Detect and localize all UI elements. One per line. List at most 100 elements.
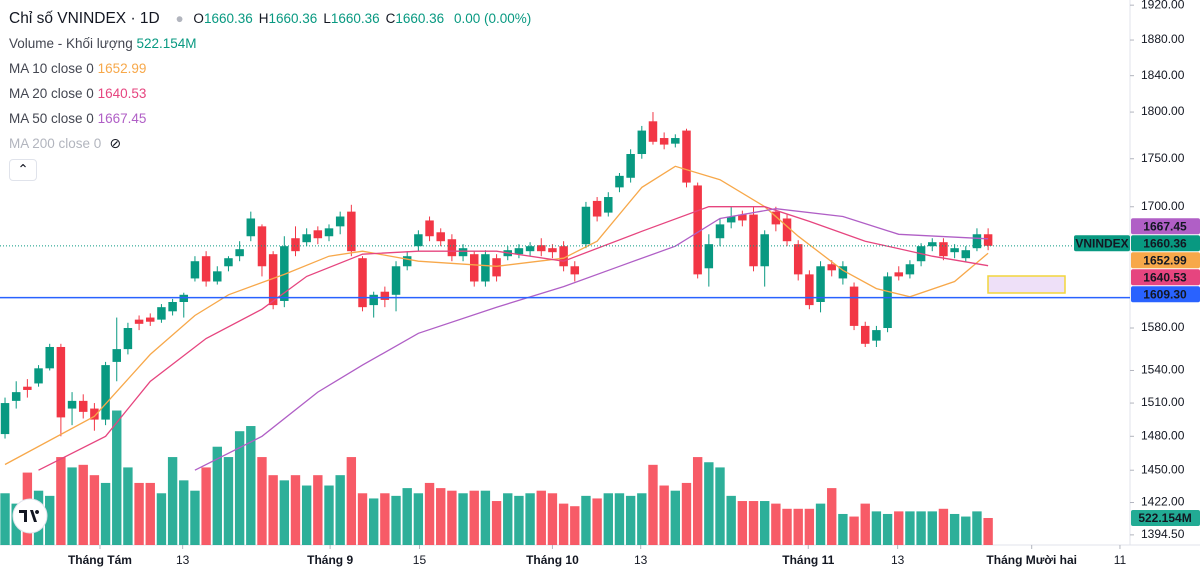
candle-body bbox=[626, 154, 635, 178]
candle-body bbox=[693, 185, 702, 275]
y-tick-label: 1480.00 bbox=[1141, 428, 1185, 442]
volume-bar bbox=[156, 493, 167, 545]
badge-label: 1667.45 bbox=[1143, 219, 1187, 233]
candle-body bbox=[805, 274, 814, 306]
y-tick-label: 1880.00 bbox=[1141, 32, 1185, 46]
volume-bar bbox=[290, 475, 301, 545]
volume-bar bbox=[614, 493, 625, 545]
candle-body bbox=[436, 232, 445, 242]
hidden-icon[interactable]: ⊘ bbox=[109, 135, 122, 151]
y-tick-label: 1800.00 bbox=[1141, 104, 1185, 118]
candle-body bbox=[347, 211, 356, 252]
candle-body bbox=[749, 214, 758, 267]
candle-body bbox=[838, 266, 848, 279]
volume-bar bbox=[737, 501, 748, 545]
volume-bar bbox=[715, 467, 725, 545]
volume-bar bbox=[190, 490, 200, 545]
candle-body bbox=[860, 325, 870, 344]
price-badge: 1660.36 VNINDEX bbox=[1074, 235, 1200, 252]
volume-bar bbox=[759, 501, 770, 545]
volume-bar bbox=[223, 457, 234, 545]
volume-bar bbox=[525, 493, 535, 545]
badge-bg bbox=[1131, 269, 1200, 286]
volume-bar bbox=[782, 508, 792, 545]
volume-bar bbox=[704, 462, 714, 545]
legend-ma-row[interactable]: MA 200 close 0 ⊘ bbox=[9, 131, 531, 156]
volume-bar bbox=[949, 513, 960, 545]
badge-bg bbox=[1131, 252, 1200, 269]
volume-bar bbox=[447, 490, 457, 545]
candle-body bbox=[704, 244, 714, 269]
volume-bar bbox=[838, 513, 848, 545]
candle-body bbox=[760, 234, 769, 267]
candle-body bbox=[157, 307, 166, 320]
legend-title-row: Chỉ số VNINDEX · 1D ● O1660.36 H1660.36 L1… bbox=[9, 6, 531, 31]
volume-label: Volume - Khối lượng bbox=[9, 36, 133, 51]
volume-bar bbox=[581, 495, 591, 545]
volume-bar bbox=[268, 475, 278, 545]
legend-ma-row[interactable]: MA 50 close 0 1667.45 bbox=[9, 106, 531, 131]
candle-body bbox=[883, 276, 892, 329]
volume-bar bbox=[927, 511, 937, 545]
candle-body bbox=[928, 242, 937, 247]
x-tick-label: Tháng 11 bbox=[782, 553, 834, 567]
volume-bar bbox=[514, 495, 524, 545]
collapse-row: ⌃ bbox=[9, 156, 531, 181]
candle-body bbox=[514, 248, 524, 255]
ma-line bbox=[38, 206, 989, 471]
volume-bars bbox=[0, 410, 993, 545]
ohlc-value: 1660.36 bbox=[203, 11, 253, 26]
volume-bar bbox=[815, 503, 826, 545]
legend-volume[interactable]: Volume - Khối lượng 522.154M bbox=[9, 31, 531, 56]
volume-bar bbox=[871, 511, 882, 545]
candle-body bbox=[324, 228, 334, 237]
volume-bar bbox=[894, 511, 904, 545]
candle-body bbox=[23, 386, 32, 390]
x-tick-label: Tháng 10 bbox=[526, 553, 579, 567]
candle-body bbox=[313, 230, 323, 239]
candle-body bbox=[11, 392, 21, 401]
candle-body bbox=[905, 264, 915, 275]
ma-label: MA 200 close 0 bbox=[9, 136, 102, 151]
badge-bg bbox=[1131, 235, 1200, 252]
volume-bar bbox=[145, 482, 155, 545]
candle-body bbox=[391, 266, 401, 295]
volume-bar bbox=[436, 488, 446, 545]
ma-value: 1640.53 bbox=[97, 86, 147, 101]
candle-body bbox=[213, 271, 222, 282]
candle-body bbox=[738, 214, 747, 221]
candle-body bbox=[123, 328, 133, 350]
ohlc-key: O bbox=[193, 11, 204, 26]
badge-label: 1660.36 bbox=[1143, 236, 1187, 250]
candle-body bbox=[0, 403, 10, 435]
volume-bar bbox=[279, 480, 290, 545]
volume-bar bbox=[257, 457, 267, 545]
ohlc: O1660.36 H1660.36 L1660.36 C1660.36 bbox=[187, 11, 444, 26]
candle-body bbox=[146, 317, 155, 322]
volume-bar bbox=[179, 480, 189, 545]
volume-bar bbox=[491, 501, 502, 545]
candle-body bbox=[816, 266, 825, 303]
candle-body bbox=[358, 258, 367, 308]
candle-body bbox=[771, 211, 781, 225]
y-tick-label: 1540.00 bbox=[1141, 363, 1185, 377]
candle-body bbox=[972, 234, 982, 249]
volume-bar bbox=[212, 446, 222, 545]
drawn-rectangle[interactable] bbox=[987, 275, 1066, 294]
candle-body bbox=[201, 256, 211, 282]
badge-label: 1652.99 bbox=[1143, 253, 1187, 267]
volume-bar bbox=[134, 482, 144, 545]
volume-bar bbox=[916, 511, 926, 545]
legend-ma-row[interactable]: MA 20 close 0 1640.53 bbox=[9, 81, 531, 106]
volume-bar bbox=[368, 498, 379, 545]
ohlc-value: 1660.36 bbox=[268, 11, 318, 26]
legend-ma-row[interactable]: MA 10 close 0 1652.99 bbox=[9, 56, 531, 81]
volume-bar bbox=[380, 493, 390, 545]
candle-body bbox=[101, 365, 110, 420]
y-tick-label: 1580.00 bbox=[1141, 320, 1185, 334]
collapse-button[interactable]: ⌃ bbox=[9, 159, 37, 181]
candle-body bbox=[548, 248, 557, 253]
symbol-title[interactable]: Chỉ số VNINDEX · 1D bbox=[9, 10, 160, 27]
volume-bar bbox=[793, 508, 803, 545]
